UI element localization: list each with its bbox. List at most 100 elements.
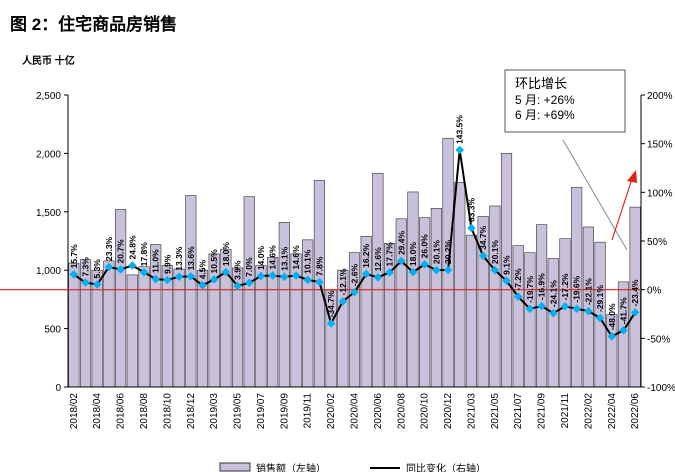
x-tick-label: 2019/11: [303, 393, 314, 429]
data-label: 18.0%: [221, 242, 231, 267]
x-tick-label: 2020/08: [396, 393, 407, 430]
data-label: 13.1%: [279, 246, 289, 271]
bar: [115, 209, 127, 388]
data-label: 3.9%: [233, 260, 243, 280]
data-label: 20.7%: [116, 239, 126, 264]
marker: [572, 304, 581, 313]
data-label: 14.6%: [291, 245, 301, 270]
legend-label: 同比变化（右轴）: [406, 462, 486, 472]
marker: [502, 276, 511, 286]
annotation-arrow: [611, 175, 634, 241]
marker: [221, 267, 231, 277]
x-tick-label: 2021/07: [513, 393, 524, 430]
marker: [513, 292, 523, 301]
marker: [163, 275, 172, 285]
data-label: -7.2%: [513, 268, 523, 291]
x-tick-label: 2018/02: [69, 393, 80, 430]
annotation-leader: [562, 139, 628, 251]
x-tick-label: 2020/06: [373, 393, 384, 430]
marker: [338, 297, 348, 306]
marker: [174, 272, 184, 281]
marker: [128, 261, 137, 270]
marker: [619, 326, 628, 335]
y2-tick-label: 150%: [647, 140, 673, 151]
data-label: 10.1%: [303, 249, 313, 274]
data-label: 5.3%: [92, 259, 102, 279]
marker: [280, 272, 289, 282]
x-tick-label: 2019/09: [279, 393, 290, 430]
annotation-title: 环比增长: [515, 76, 567, 91]
marker: [584, 306, 593, 316]
data-label: -19.6%: [572, 275, 582, 302]
bar: [547, 258, 559, 388]
bar: [138, 266, 150, 388]
x-tick-label: 2022/06: [630, 393, 641, 430]
data-label: 63.3%: [466, 198, 476, 223]
data-label: 23.3%: [104, 236, 114, 261]
bar: [68, 262, 80, 388]
y-tick-label: 500: [44, 325, 61, 336]
marker: [455, 145, 464, 155]
marker: [104, 262, 114, 272]
data-label: 7.3%: [81, 257, 91, 277]
marker: [291, 271, 301, 280]
data-label: 9.1%: [502, 255, 512, 275]
data-label: 20.1%: [490, 240, 500, 265]
marker: [350, 287, 359, 297]
chart-title: 图 2：住宅商品房销售: [10, 14, 177, 34]
marker: [186, 272, 196, 281]
data-label: 26.0%: [420, 234, 430, 259]
y-tick-label: 2,500: [36, 91, 61, 102]
data-label: -22.1%: [583, 278, 593, 305]
x-tick-label: 2020/10: [420, 393, 431, 430]
bar: [489, 205, 501, 388]
marker: [432, 265, 441, 275]
data-label: -23.4%: [630, 279, 640, 306]
marker: [595, 313, 605, 323]
y2-tick-label: -100%: [647, 383, 675, 394]
data-label: 9.9%: [162, 254, 172, 274]
y-tick-label: 0: [55, 383, 61, 394]
legend-label: 销售额（左轴）: [256, 462, 326, 472]
marker: [361, 269, 371, 279]
data-label: 10.5%: [209, 249, 219, 274]
x-tick-label: 2021/09: [537, 393, 548, 430]
y2-tick-label: -50%: [647, 334, 670, 345]
y2-tick-label: 0%: [647, 286, 662, 297]
x-tick-label: 2018/12: [186, 393, 197, 430]
data-label: 18.0%: [408, 242, 418, 267]
data-label: -16.9%: [537, 273, 547, 300]
data-label: 13.3%: [174, 246, 184, 271]
data-label: 7.8%: [314, 256, 324, 276]
data-label: 17.7%: [385, 242, 395, 267]
bar: [243, 196, 255, 388]
marker: [139, 268, 149, 277]
x-tick-label: 2020/04: [350, 393, 361, 430]
marker: [478, 251, 488, 261]
y-tick-label: 2,000: [36, 149, 61, 160]
bar: [185, 195, 197, 388]
marker: [116, 265, 125, 274]
bar: [512, 245, 524, 388]
marker: [408, 267, 418, 277]
marker: [490, 265, 500, 275]
annotation-line: 5 月: +26%: [515, 93, 575, 107]
x-tick-label: 2019/05: [233, 393, 244, 430]
marker: [607, 332, 617, 341]
data-label: -29.1%: [595, 285, 605, 312]
marker: [467, 223, 476, 233]
data-label: 20.1%: [431, 240, 441, 265]
data-label: -2.6%: [350, 264, 360, 287]
bar: [559, 238, 571, 388]
bar: [430, 207, 442, 388]
data-label: -48.0%: [607, 303, 617, 330]
x-tick-label: 2018/08: [139, 393, 150, 430]
bar: [126, 274, 138, 388]
bar: [465, 234, 478, 388]
data-label: 17.8%: [139, 242, 149, 267]
x-tick-label: 2018/10: [162, 393, 173, 430]
data-label: 12.6%: [373, 247, 383, 272]
marker: [630, 308, 640, 317]
marker: [81, 278, 90, 287]
y-axis-label: 人民币 十亿: [22, 54, 75, 67]
